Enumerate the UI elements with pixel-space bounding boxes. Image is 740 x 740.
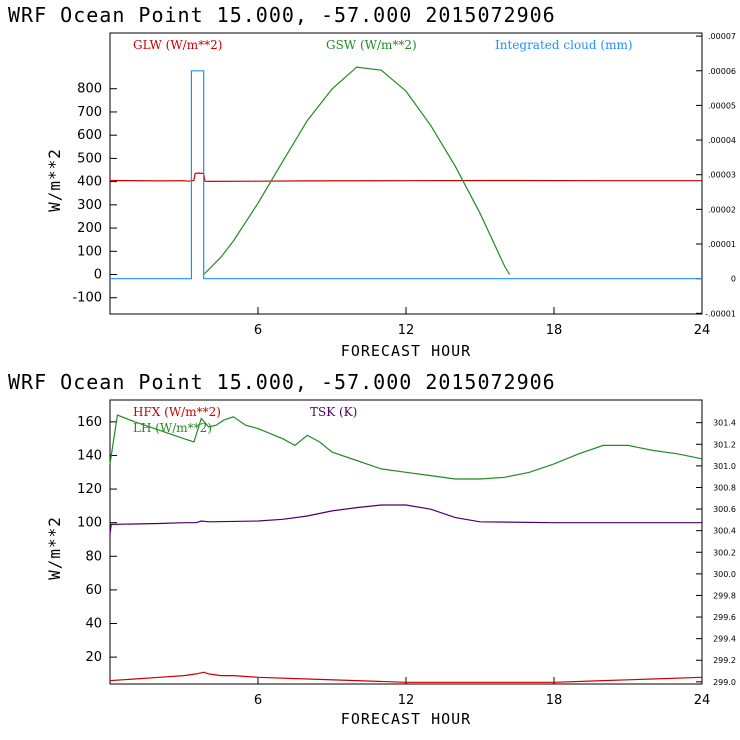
right-tick-label: 300.6 xyxy=(713,505,736,514)
right-tick-label: .00001 xyxy=(708,240,736,249)
x-tick-label: 6 xyxy=(254,323,262,338)
y-tick-label: 600 xyxy=(77,128,102,143)
y-tick-label: 800 xyxy=(77,82,102,97)
top-panel: WRF Ocean Point 15.000, -57.000 20150729… xyxy=(8,3,736,360)
right-tick-label: -.00001 xyxy=(705,309,736,318)
x-tick-label: 6 xyxy=(254,693,262,708)
series-hfx-line xyxy=(109,671,703,683)
y-tick-label: 0 xyxy=(94,268,102,283)
series-lh-line xyxy=(109,414,703,480)
right-tick-label: 300.4 xyxy=(713,527,736,536)
y-tick-label: 100 xyxy=(77,516,102,531)
series-glw-line xyxy=(109,172,702,183)
y-tick-label: 60 xyxy=(85,583,102,598)
top-right-axis: .00007 .00006 .00005 .00004 .00003 .00002 .000… xyxy=(696,32,736,318)
y-tick-label: 400 xyxy=(77,175,102,190)
y-tick-label: 200 xyxy=(77,221,102,236)
legend-lh: LH (W/m**2) xyxy=(133,421,212,435)
right-tick-label: 299.8 xyxy=(713,591,736,600)
y-tick-label: 160 xyxy=(77,415,102,430)
top-series-group xyxy=(109,66,702,280)
x-tick-label: 18 xyxy=(546,693,563,708)
bottom-y-label: W/m**2 xyxy=(45,516,64,580)
legend-tsk: TSK (K) xyxy=(310,405,357,419)
y-tick-label: 40 xyxy=(85,617,102,632)
bottom-x-axis: 6 12 18 24 xyxy=(254,677,710,708)
y-tick-label: 140 xyxy=(77,448,102,463)
right-tick-label: 299.2 xyxy=(713,656,736,665)
right-tick-label: .00003 xyxy=(708,171,736,180)
right-tick-label: .00006 xyxy=(708,67,736,76)
right-tick-label: 299.6 xyxy=(713,613,736,622)
bottom-right-axis: 301.4 301.2 301.0 300.8 300.6 300.4 300.2 300.0… xyxy=(696,419,736,687)
legend-glw: GLW (W/m**2) xyxy=(133,38,222,52)
x-tick-label: 24 xyxy=(694,693,711,708)
right-tick-label: 301.4 xyxy=(713,419,736,428)
series-integrated-cloud-line xyxy=(110,70,702,280)
y-tick-label: 120 xyxy=(77,482,102,497)
y-tick-label: -100 xyxy=(72,291,102,306)
series-gsw-line xyxy=(203,66,511,275)
legend-gsw: GSW (W/m**2) xyxy=(326,38,417,52)
y-tick-label: 20 xyxy=(85,650,102,665)
y-tick-label: 100 xyxy=(77,244,102,259)
bottom-panel: WRF Ocean Point 15.000, -57.000 20150729… xyxy=(8,370,736,728)
bottom-series-group xyxy=(109,414,703,683)
top-title: WRF Ocean Point 15.000, -57.000 20150729… xyxy=(8,3,556,27)
x-tick-label: 24 xyxy=(694,323,711,338)
top-y-label: W/m**2 xyxy=(45,148,64,212)
bottom-plot-frame xyxy=(109,399,703,685)
x-tick-label: 18 xyxy=(546,323,563,338)
right-tick-label: 300.8 xyxy=(713,483,736,492)
y-tick-label: 700 xyxy=(77,105,102,120)
right-tick-label: 300.0 xyxy=(713,570,736,579)
y-tick-label: 300 xyxy=(77,198,102,213)
x-tick-label: 12 xyxy=(398,323,415,338)
y-tick-label: 500 xyxy=(77,151,102,166)
right-tick-label: 299.0 xyxy=(713,678,736,687)
right-tick-label: 299.4 xyxy=(713,635,736,644)
legend-integrated-cloud: Integrated cloud (mm) xyxy=(495,38,633,52)
bottom-y-axis: 20 40 60 80 100 120 140 160 xyxy=(77,415,117,665)
top-x-label: FORECAST HOUR xyxy=(341,342,471,360)
right-tick-label: 301.0 xyxy=(713,462,736,471)
right-tick-label: 300.2 xyxy=(713,548,736,557)
top-y-axis: -100 0 100 200 300 400 500 600 700 800 xyxy=(72,82,117,306)
right-tick-label: .00005 xyxy=(708,101,736,110)
series-tsk-line xyxy=(109,504,702,535)
top-x-axis: 6 12 18 24 xyxy=(254,307,710,338)
x-tick-label: 12 xyxy=(398,693,415,708)
right-tick-label: .00004 xyxy=(708,136,736,145)
legend-hfx: HFX (W/m**2) xyxy=(133,405,221,419)
right-tick-label: .00007 xyxy=(708,32,736,41)
y-tick-label: 80 xyxy=(85,549,102,564)
bottom-title: WRF Ocean Point 15.000, -57.000 20150729… xyxy=(8,370,556,394)
right-tick-label: 301.2 xyxy=(713,440,736,449)
bottom-x-label: FORECAST HOUR xyxy=(341,710,471,728)
right-tick-label: 0 xyxy=(731,275,736,284)
right-tick-label: .00002 xyxy=(708,205,736,214)
